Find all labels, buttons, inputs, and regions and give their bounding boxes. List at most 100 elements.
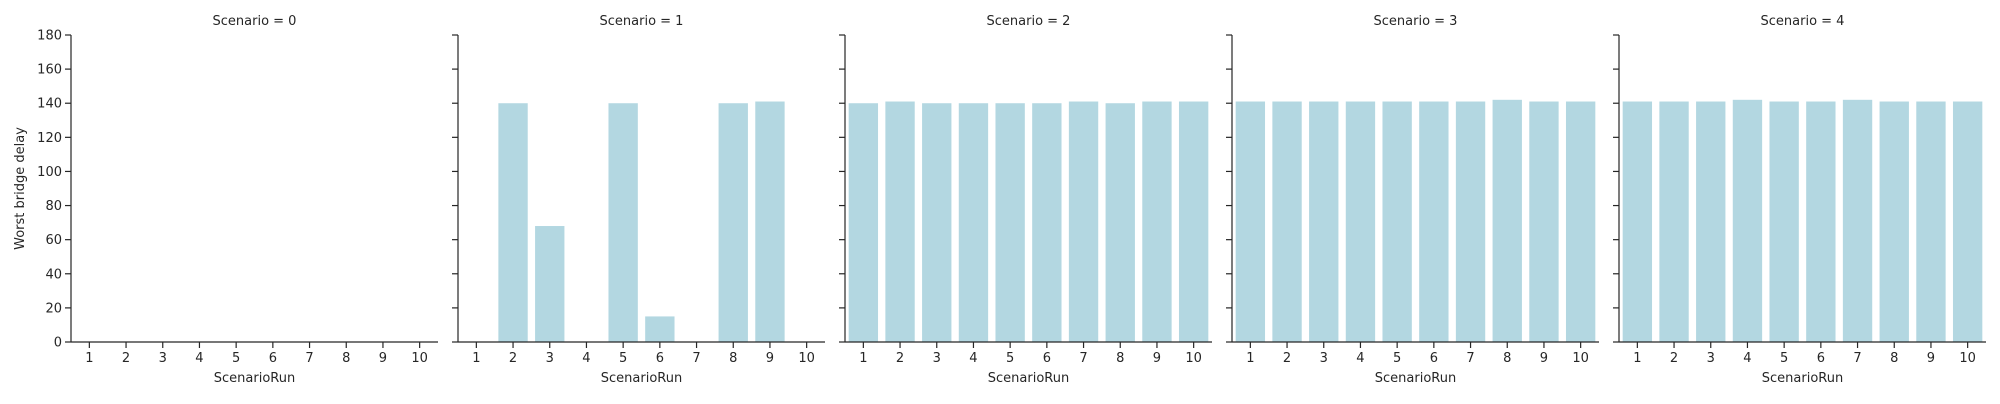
bar (1952, 101, 1983, 343)
x-tick-label: 9 (1540, 351, 1548, 366)
x-tick-label: 3 (1707, 351, 1715, 366)
bar (645, 316, 675, 342)
bar (1565, 101, 1596, 343)
x-tick-label: 7 (1079, 351, 1087, 366)
bar (755, 101, 785, 343)
y-tick-label: 80 (45, 199, 62, 214)
bar (1529, 101, 1559, 343)
y-tick-label: 0 (54, 336, 62, 351)
x-tick-label: 10 (1185, 351, 1202, 366)
x-tick-label: 9 (766, 351, 774, 366)
y-tick-label: 40 (45, 267, 62, 282)
bar (848, 103, 879, 342)
x-tick-label: 5 (232, 351, 240, 366)
x-tick-label: 7 (692, 351, 700, 366)
bar (718, 103, 748, 342)
bar (922, 103, 952, 342)
x-tick-label: 9 (1153, 351, 1161, 366)
bar (1178, 101, 1209, 343)
x-tick-label: 7 (305, 351, 313, 366)
x-tick-label: 1 (1246, 351, 1254, 366)
bar (1492, 99, 1522, 342)
bar (535, 226, 565, 342)
bar (1068, 101, 1099, 343)
panel-title: Scenario = 4 (1761, 14, 1845, 29)
bar (1455, 101, 1486, 343)
bar (1659, 101, 1689, 343)
bar (1382, 101, 1412, 343)
x-tick-label: 4 (1743, 351, 1751, 366)
bar (1916, 101, 1946, 343)
y-tick-label: 20 (45, 301, 62, 316)
x-tick-label: 3 (933, 351, 941, 366)
x-tick-label: 4 (582, 351, 590, 366)
x-tick-label: 1 (859, 351, 867, 366)
bar (1842, 99, 1873, 342)
x-axis-label: ScenarioRun (1762, 371, 1843, 386)
panel-title: Scenario = 2 (987, 14, 1071, 29)
bar (1879, 101, 1909, 343)
x-tick-label: 3 (159, 351, 167, 366)
x-tick-label: 4 (1356, 351, 1364, 366)
x-axis-label: ScenarioRun (1375, 371, 1456, 386)
x-tick-label: 4 (969, 351, 977, 366)
bar (1769, 101, 1799, 343)
x-tick-label: 6 (1817, 351, 1825, 366)
x-tick-label: 4 (195, 351, 203, 366)
x-tick-label: 5 (1780, 351, 1788, 366)
bar (1622, 101, 1653, 343)
bar (1032, 103, 1062, 342)
x-tick-label: 6 (1430, 351, 1438, 366)
x-tick-label: 6 (656, 351, 664, 366)
x-tick-label: 10 (1572, 351, 1589, 366)
x-tick-label: 1 (1633, 351, 1641, 366)
x-tick-label: 3 (1320, 351, 1328, 366)
bar (498, 103, 528, 342)
bar (1105, 103, 1135, 342)
bar (885, 101, 915, 343)
x-tick-label: 5 (619, 351, 627, 366)
y-tick-label: 100 (37, 165, 62, 180)
bar (1806, 101, 1836, 343)
y-tick-label: 120 (37, 131, 62, 146)
x-tick-label: 8 (1503, 351, 1511, 366)
x-tick-label: 9 (1927, 351, 1935, 366)
y-tick-label: 180 (37, 29, 62, 44)
x-tick-label: 7 (1466, 351, 1474, 366)
y-tick-label: 60 (45, 233, 62, 248)
x-tick-label: 2 (122, 351, 130, 366)
x-tick-label: 10 (1959, 351, 1976, 366)
bar (1696, 101, 1726, 343)
x-tick-label: 2 (509, 351, 517, 366)
x-tick-label: 10 (411, 351, 428, 366)
x-tick-label: 10 (798, 351, 815, 366)
x-tick-label: 6 (1043, 351, 1051, 366)
x-tick-label: 2 (1670, 351, 1678, 366)
x-axis-label: ScenarioRun (601, 371, 682, 386)
x-axis-label: ScenarioRun (988, 371, 1069, 386)
x-tick-label: 5 (1393, 351, 1401, 366)
x-tick-label: 2 (896, 351, 904, 366)
y-tick-label: 140 (37, 97, 62, 112)
x-axis-label: ScenarioRun (214, 371, 295, 386)
y-axis-label: Worst bridge delay (13, 127, 28, 250)
bar (995, 103, 1025, 342)
panel-title: Scenario = 3 (1374, 14, 1458, 29)
x-tick-label: 7 (1853, 351, 1861, 366)
panel-title: Scenario = 1 (600, 14, 684, 29)
x-tick-label: 9 (379, 351, 387, 366)
bar (1142, 101, 1172, 343)
x-tick-label: 8 (729, 351, 737, 366)
bar (1419, 101, 1449, 343)
x-tick-label: 2 (1283, 351, 1291, 366)
panel-title: Scenario = 0 (213, 14, 297, 29)
bar (608, 103, 638, 342)
bar (1732, 99, 1763, 342)
bar (1235, 101, 1266, 343)
x-tick-label: 1 (472, 351, 480, 366)
bar (958, 103, 989, 342)
x-tick-label: 6 (269, 351, 277, 366)
bar (1345, 101, 1376, 343)
